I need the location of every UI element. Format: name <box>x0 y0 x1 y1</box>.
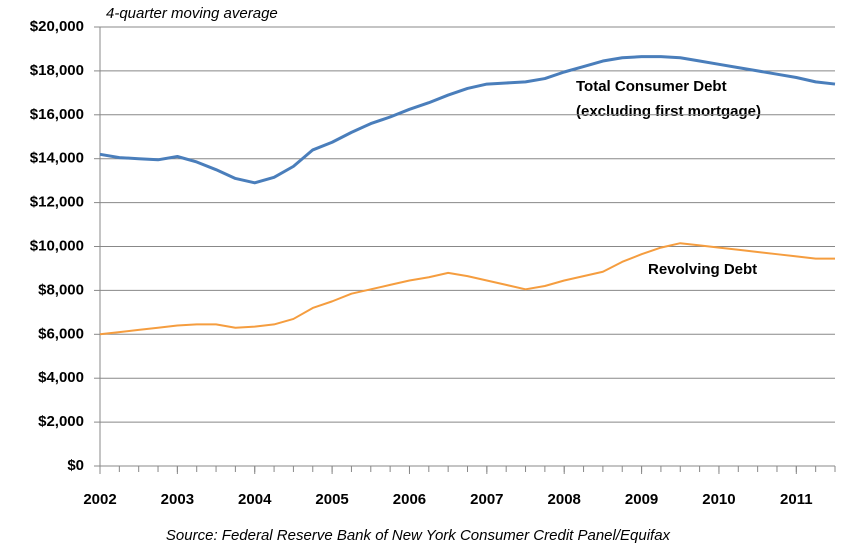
y-tick-label: $20,000 <box>30 18 84 35</box>
series-label: Total Consumer Debt <box>576 78 727 95</box>
y-tick-label: $10,000 <box>30 237 84 254</box>
x-tick-label: 2008 <box>548 491 581 508</box>
y-tick-label: $12,000 <box>30 194 84 211</box>
y-tick-label: $8,000 <box>38 281 84 298</box>
y-tick-label: $4,000 <box>38 369 84 386</box>
y-tick-label: $0 <box>67 457 84 474</box>
line <box>99 242 835 336</box>
x-tick-label: 2010 <box>702 491 735 508</box>
y-tick-label: $2,000 <box>38 413 84 430</box>
x-tick-label: 2006 <box>393 491 426 508</box>
x-tick-label: 2003 <box>161 491 194 508</box>
x-tick-label: 2002 <box>83 491 116 508</box>
series-label: Revolving Debt <box>648 261 757 278</box>
y-tick-label: $16,000 <box>30 106 84 123</box>
x-tick-label: 2009 <box>625 491 658 508</box>
y-tick-label: $14,000 <box>30 150 84 167</box>
subtitle: 4-quarter moving average <box>106 5 278 22</box>
x-tick-label: 2011 <box>780 491 813 508</box>
x-tick-label: 2007 <box>470 491 503 508</box>
x-tick-label: 2005 <box>315 491 348 508</box>
line <box>99 55 836 185</box>
y-tick-label: $6,000 <box>38 325 84 342</box>
series-note: (excluding first mortgage) <box>576 103 761 120</box>
y-tick-label: $18,000 <box>30 62 84 79</box>
x-tick-label: 2004 <box>238 491 272 508</box>
source: Source: Federal Reserve Bank of New York… <box>166 527 671 544</box>
